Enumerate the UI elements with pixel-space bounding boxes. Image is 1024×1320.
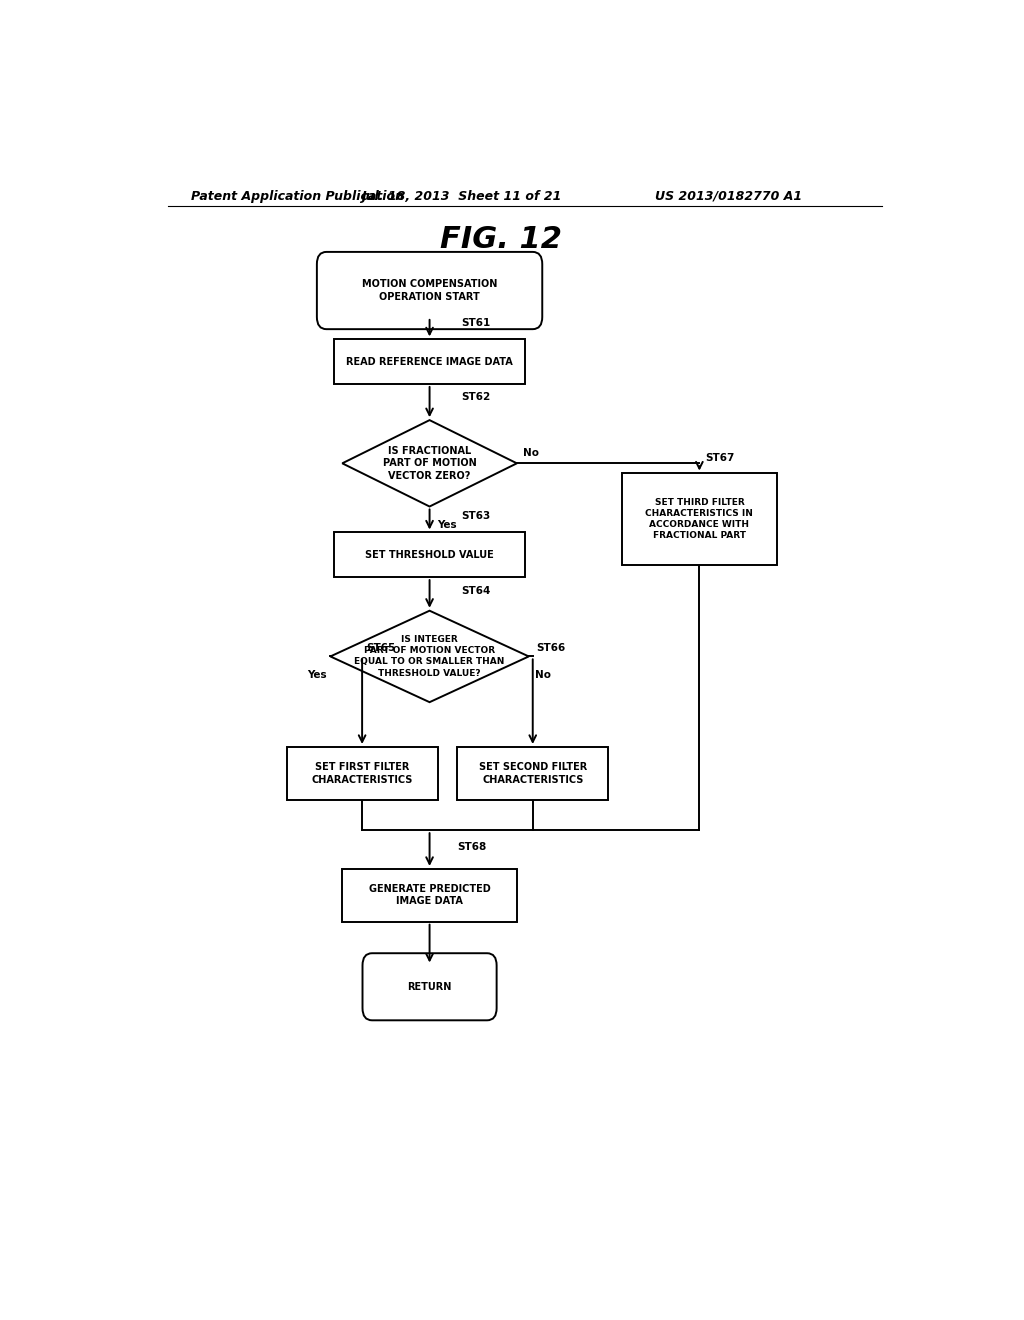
FancyBboxPatch shape [362, 953, 497, 1020]
Text: IS FRACTIONAL
PART OF MOTION
VECTOR ZERO?: IS FRACTIONAL PART OF MOTION VECTOR ZERO… [383, 446, 476, 480]
Text: US 2013/0182770 A1: US 2013/0182770 A1 [655, 190, 803, 202]
FancyBboxPatch shape [342, 869, 517, 921]
Text: ST67: ST67 [706, 453, 735, 463]
Text: ST64: ST64 [461, 586, 490, 595]
Text: Jul. 18, 2013  Sheet 11 of 21: Jul. 18, 2013 Sheet 11 of 21 [361, 190, 561, 202]
Text: ST66: ST66 [537, 643, 566, 653]
Text: Yes: Yes [307, 669, 327, 680]
FancyBboxPatch shape [334, 532, 524, 577]
Text: Patent Application Publication: Patent Application Publication [191, 190, 404, 202]
Text: ST68: ST68 [458, 842, 486, 851]
FancyBboxPatch shape [334, 339, 524, 384]
Text: FIG. 12: FIG. 12 [440, 226, 562, 255]
Text: READ REFERENCE IMAGE DATA: READ REFERENCE IMAGE DATA [346, 356, 513, 367]
Text: SET SECOND FILTER
CHARACTERISTICS: SET SECOND FILTER CHARACTERISTICS [478, 762, 587, 784]
FancyBboxPatch shape [458, 747, 608, 800]
Text: GENERATE PREDICTED
IMAGE DATA: GENERATE PREDICTED IMAGE DATA [369, 884, 490, 907]
Text: No: No [536, 669, 551, 680]
Text: SET FIRST FILTER
CHARACTERISTICS: SET FIRST FILTER CHARACTERISTICS [311, 762, 413, 784]
Text: ST65: ST65 [367, 643, 395, 653]
Text: Yes: Yes [437, 520, 457, 529]
Text: MOTION COMPENSATION
OPERATION START: MOTION COMPENSATION OPERATION START [361, 280, 498, 302]
Text: SET THRESHOLD VALUE: SET THRESHOLD VALUE [366, 550, 494, 560]
Text: ST62: ST62 [461, 392, 490, 403]
Text: ST63: ST63 [461, 511, 490, 521]
Text: No: No [523, 449, 540, 458]
Text: IS INTEGER
PART OF MOTION VECTOR
EQUAL TO OR SMALLER THAN
THRESHOLD VALUE?: IS INTEGER PART OF MOTION VECTOR EQUAL T… [354, 635, 505, 677]
FancyBboxPatch shape [287, 747, 437, 800]
Polygon shape [342, 420, 517, 507]
Polygon shape [331, 611, 528, 702]
FancyBboxPatch shape [622, 474, 777, 565]
FancyBboxPatch shape [316, 252, 543, 329]
Text: SET THIRD FILTER
CHARACTERISTICS IN
ACCORDANCE WITH
FRACTIONAL PART: SET THIRD FILTER CHARACTERISTICS IN ACCO… [645, 498, 754, 540]
Text: RETURN: RETURN [408, 982, 452, 991]
Text: ST61: ST61 [461, 318, 490, 329]
